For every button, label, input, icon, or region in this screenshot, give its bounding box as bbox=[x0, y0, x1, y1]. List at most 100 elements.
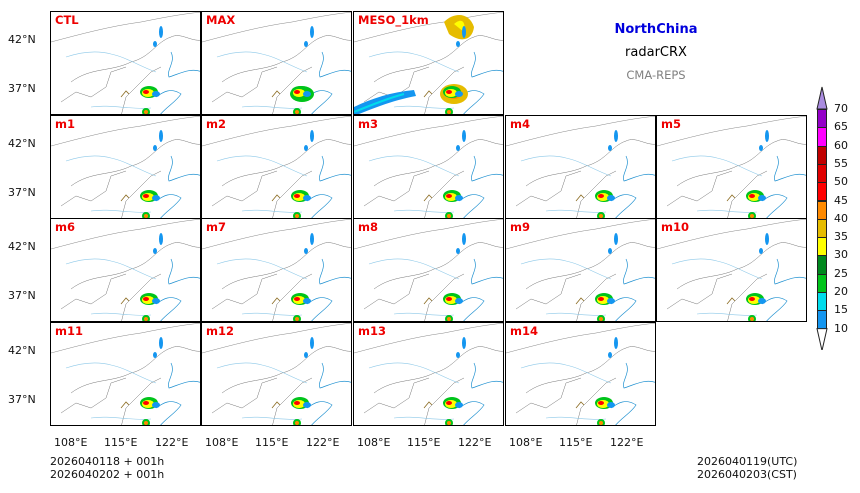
panel-label: m3 bbox=[358, 117, 378, 131]
panel-label: m8 bbox=[358, 220, 378, 234]
radar-echo bbox=[575, 232, 619, 321]
radar-echo bbox=[575, 336, 619, 425]
map-panel-m8: m8 bbox=[353, 218, 504, 322]
panel-label: m9 bbox=[510, 220, 530, 234]
variable-title: radarCRX bbox=[625, 45, 687, 60]
basemap-svg bbox=[202, 323, 351, 425]
basemap-svg bbox=[51, 219, 200, 321]
lat-tick-label: 37°N bbox=[8, 186, 36, 199]
colorbar-label: 70 bbox=[834, 102, 848, 115]
radar-echo bbox=[271, 25, 315, 114]
panel-label: m7 bbox=[206, 220, 226, 234]
colorbar-label: 35 bbox=[834, 230, 848, 244]
panel-label: m2 bbox=[206, 117, 226, 131]
basemap-svg bbox=[506, 323, 655, 425]
init-time-utc: 2026040118 + 001h bbox=[50, 455, 165, 468]
basemap-svg bbox=[202, 219, 351, 321]
colorbar-label: 20 bbox=[834, 285, 848, 298]
lon-tick-label: 122°E bbox=[610, 436, 644, 449]
init-time-cst: 2026040202 + 001h bbox=[50, 468, 165, 481]
lon-tick-label: 108°E bbox=[357, 436, 391, 449]
lon-tick-label: 122°E bbox=[306, 436, 340, 449]
map-panel-m3: m3 bbox=[353, 115, 504, 219]
map-panel-m14: m14 bbox=[505, 322, 656, 426]
colorbar-label: 25 bbox=[834, 266, 848, 280]
colorbar-label: 15 bbox=[834, 303, 848, 317]
map-panel-m2: m2 bbox=[201, 115, 352, 219]
lon-tick-label: 108°E bbox=[205, 436, 239, 449]
panel-label: m5 bbox=[661, 117, 681, 131]
lon-tick-label: 115°E bbox=[104, 436, 138, 449]
basemap-svg bbox=[354, 323, 503, 425]
radar-echo bbox=[120, 129, 164, 218]
region-title: NorthChina bbox=[614, 22, 698, 37]
lat-tick-label: 42°N bbox=[8, 344, 36, 357]
basemap-svg bbox=[354, 116, 503, 218]
basemap-svg bbox=[202, 116, 351, 218]
panel-label: m10 bbox=[661, 220, 689, 234]
basemap-svg bbox=[506, 219, 655, 321]
radar-echo bbox=[423, 336, 467, 425]
lat-tick-label: 42°N bbox=[8, 240, 36, 253]
radar-echo bbox=[271, 336, 315, 425]
lon-tick-label: 115°E bbox=[255, 436, 289, 449]
basemap-svg bbox=[51, 323, 200, 425]
lon-tick-label: 108°E bbox=[509, 436, 543, 449]
radar-echo bbox=[120, 336, 164, 425]
colorbar-label: 40 bbox=[834, 211, 848, 225]
basemap-svg bbox=[51, 12, 200, 114]
basemap-svg bbox=[51, 116, 200, 218]
lon-tick-label: 115°E bbox=[407, 436, 441, 449]
panel-label: m14 bbox=[510, 324, 538, 338]
panel-label: MESO_1km bbox=[358, 13, 429, 27]
panel-label: m6 bbox=[55, 220, 75, 234]
map-panel-m9: m9 bbox=[505, 218, 656, 322]
panel-label: m4 bbox=[510, 117, 530, 131]
colorbar-label: 65 bbox=[834, 120, 848, 134]
model-title: CMA-REPS bbox=[626, 68, 686, 82]
radar-echo bbox=[423, 232, 467, 321]
map-panel-ctl: CTL bbox=[50, 11, 201, 115]
panel-label: CTL bbox=[55, 13, 79, 27]
map-panel-meso-1km: MESO_1km bbox=[353, 11, 504, 115]
map-panel-m7: m7 bbox=[201, 218, 352, 322]
panel-label: m1 bbox=[55, 117, 75, 131]
colorbar-label: 10 bbox=[834, 321, 848, 335]
colorbar-extend-arrows bbox=[816, 86, 828, 350]
lon-tick-label: 108°E bbox=[54, 436, 88, 449]
basemap-svg bbox=[354, 12, 503, 114]
map-panel-m5: m5 bbox=[656, 115, 807, 219]
panel-label: m11 bbox=[55, 324, 83, 338]
map-panel-m1: m1 bbox=[50, 115, 201, 219]
radar-echo bbox=[271, 232, 315, 321]
lat-tick-label: 37°N bbox=[8, 82, 36, 95]
colorbar-label: 55 bbox=[834, 156, 848, 170]
valid-time-cst: 2026040203(CST) bbox=[697, 468, 797, 481]
lat-tick-label: 42°N bbox=[8, 33, 36, 46]
basemap-svg bbox=[202, 12, 351, 114]
colorbar-label: 60 bbox=[834, 138, 848, 152]
colorbar-label: 50 bbox=[834, 175, 848, 189]
radar-echo bbox=[726, 129, 770, 218]
radar-echo bbox=[575, 129, 619, 218]
radar-echo bbox=[423, 129, 467, 218]
panel-label: MAX bbox=[206, 13, 236, 27]
lon-tick-label: 122°E bbox=[155, 436, 189, 449]
lon-tick-label: 122°E bbox=[458, 436, 492, 449]
map-panel-m11: m11 bbox=[50, 322, 201, 426]
map-panel-m4: m4 bbox=[505, 115, 656, 219]
panel-label: m12 bbox=[206, 324, 234, 338]
radar-echo bbox=[120, 25, 164, 114]
basemap-svg bbox=[354, 219, 503, 321]
map-panel-m12: m12 bbox=[201, 322, 352, 426]
map-panel-m6: m6 bbox=[50, 218, 201, 322]
basemap-svg bbox=[657, 219, 806, 321]
basemap-svg bbox=[506, 116, 655, 218]
lon-tick-label: 115°E bbox=[559, 436, 593, 449]
lat-tick-label: 37°N bbox=[8, 289, 36, 302]
lat-tick-label: 42°N bbox=[8, 137, 36, 150]
panel-label: m13 bbox=[358, 324, 386, 338]
map-panel-max: MAX bbox=[201, 11, 352, 115]
colorbar-label: 45 bbox=[834, 193, 848, 207]
